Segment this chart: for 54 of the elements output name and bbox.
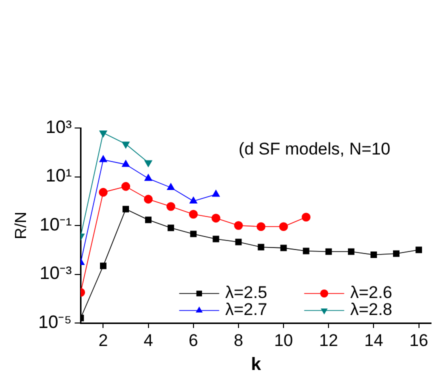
point bbox=[279, 222, 288, 232]
point bbox=[166, 202, 176, 211]
point bbox=[122, 206, 129, 212]
x-axis-title: k bbox=[250, 354, 262, 374]
point bbox=[302, 212, 310, 222]
point bbox=[190, 196, 198, 204]
y-tick-label: 10¹ bbox=[46, 166, 72, 186]
point bbox=[98, 188, 108, 197]
point bbox=[348, 248, 354, 255]
point bbox=[144, 174, 152, 181]
legend-label: λ=2.8 bbox=[350, 300, 392, 320]
point bbox=[166, 183, 175, 190]
point bbox=[234, 221, 243, 230]
x-tick-label: 16 bbox=[409, 330, 428, 350]
point bbox=[280, 244, 287, 252]
point bbox=[122, 160, 130, 167]
point bbox=[416, 246, 422, 254]
point bbox=[302, 248, 310, 254]
point bbox=[190, 230, 197, 238]
annotation: (d SF models, N=10 bbox=[238, 140, 390, 159]
y-axis-title: R/N bbox=[13, 212, 30, 240]
point bbox=[100, 262, 106, 270]
point bbox=[188, 210, 198, 219]
y-tick-label: 10⁻¹ bbox=[40, 214, 72, 234]
point bbox=[370, 252, 377, 258]
x-tick-label: 8 bbox=[234, 330, 244, 350]
point bbox=[145, 216, 152, 224]
legend-label: λ=2.7 bbox=[225, 300, 268, 320]
point bbox=[144, 160, 152, 168]
point bbox=[99, 130, 108, 138]
y-tick-label: 10³ bbox=[46, 116, 72, 137]
point bbox=[258, 244, 264, 250]
point bbox=[393, 250, 400, 257]
legend-label: λ=2.6 bbox=[350, 283, 392, 302]
point bbox=[121, 182, 130, 191]
point bbox=[122, 142, 130, 148]
x-tick-label: 10 bbox=[274, 330, 294, 350]
x-tick-label: 14 bbox=[364, 330, 384, 350]
point bbox=[212, 236, 220, 242]
x-tick-label: 2 bbox=[98, 330, 108, 350]
x-tick-label: 4 bbox=[144, 330, 154, 350]
point bbox=[256, 222, 266, 232]
point bbox=[325, 248, 332, 255]
point bbox=[168, 224, 174, 232]
point bbox=[144, 194, 153, 204]
y-tick-label: 10⁻⁵ bbox=[38, 312, 72, 332]
legend-label: λ=2.5 bbox=[225, 283, 268, 302]
x-tick-label: 6 bbox=[188, 330, 198, 350]
point bbox=[99, 155, 108, 162]
point bbox=[212, 190, 220, 197]
point bbox=[235, 238, 242, 246]
point bbox=[212, 214, 220, 223]
x-tick-label: 12 bbox=[319, 330, 338, 350]
y-tick-label: 10⁻³ bbox=[40, 263, 72, 284]
